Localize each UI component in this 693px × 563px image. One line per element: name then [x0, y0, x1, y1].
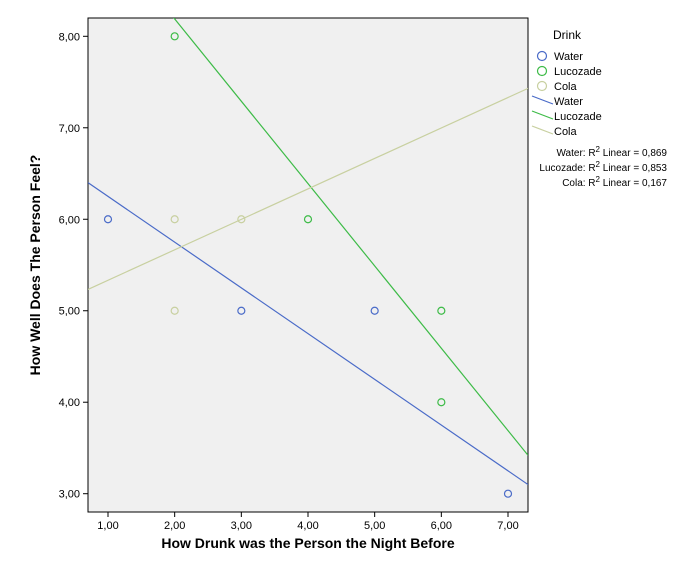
r2-superscript: 2	[596, 160, 601, 169]
r2-prefix: Water: R	[556, 148, 595, 159]
fit-lines	[88, 18, 528, 486]
lucozade-legend-marker	[536, 65, 548, 77]
x-tick-label: 3,00	[231, 520, 252, 532]
lucozade-point	[303, 215, 313, 224]
water-point	[103, 215, 113, 224]
x-tick-label: 6,00	[431, 520, 452, 532]
r2-superscript: 2	[596, 175, 601, 184]
r2-superscript: 2	[596, 145, 601, 154]
x-tick-label: 4,00	[297, 520, 318, 532]
x-tick-label: 1,00	[97, 520, 118, 532]
water-point	[370, 306, 379, 315]
r2-value: Linear = 0,167	[600, 178, 667, 189]
water-legend-line-label: Water	[554, 96, 583, 108]
water-point	[503, 489, 513, 498]
lucozade-legend-line-label: Lucozade	[554, 111, 602, 123]
y-tick-label: 6,00	[59, 214, 80, 226]
r2-value: Linear = 0,853	[600, 163, 667, 174]
lucozade-fit-line	[173, 18, 528, 456]
y-axis: 3,00 4,00 5,00 6,00 7,00 8,00	[59, 31, 88, 501]
lucozade-point	[437, 398, 446, 407]
cola-legend-marker	[536, 80, 548, 92]
cola-legend-line-label: Cola	[554, 126, 578, 138]
water-legend-marker	[536, 50, 548, 62]
lucozade-point	[170, 32, 179, 41]
r2-prefix: Lucozade: R	[539, 163, 595, 174]
lucozade-r2-label: Lucozade: R2 Linear = 0,853	[539, 160, 667, 174]
lucozade-legend-label: Lucozade	[554, 66, 602, 78]
x-tick-label: 2,00	[164, 520, 185, 532]
y-tick-label: 3,00	[59, 489, 80, 501]
y-tick-label: 5,00	[59, 306, 80, 318]
cola-legend-label: Cola	[554, 81, 578, 93]
data-points	[103, 32, 513, 498]
r2-value: Linear = 0,869	[600, 148, 667, 159]
x-axis-title: How Drunk was the Person the Night Befor…	[161, 535, 454, 551]
y-tick-label: 4,00	[59, 397, 80, 409]
water-point	[237, 306, 246, 315]
water-legend-line	[531, 95, 554, 105]
legend: Drink Water Lucozade Cola Water Lucozade Cola	[531, 28, 602, 138]
x-tick-label: 5,00	[364, 520, 385, 532]
cola-point	[237, 215, 246, 224]
lucozade-point	[437, 306, 446, 315]
y-tick-label: 8,00	[59, 31, 80, 43]
lucozade-legend-line	[531, 110, 554, 120]
y-tick-label: 7,00	[59, 123, 80, 135]
water-legend-label: Water	[554, 51, 583, 63]
water-r2-label: Water: R2 Linear = 0,869	[556, 145, 667, 159]
cola-legend-line	[531, 125, 554, 135]
x-tick-label: 7,00	[497, 520, 518, 532]
r2-prefix: Cola: R	[562, 178, 595, 189]
y-axis-title: How Well Does The Person Feel?	[27, 155, 43, 376]
cola-fit-line	[88, 87, 528, 290]
cola-r2-label: Cola: R2 Linear = 0,167	[562, 175, 667, 189]
cola-point	[170, 215, 179, 224]
cola-point	[170, 306, 179, 315]
water-fit-line	[88, 182, 528, 486]
x-axis: 1,00 2,00 3,00 4,00 5,00 6,00 7,00	[97, 512, 519, 532]
legend-title: Drink	[553, 28, 582, 42]
plot-area	[87, 17, 529, 513]
